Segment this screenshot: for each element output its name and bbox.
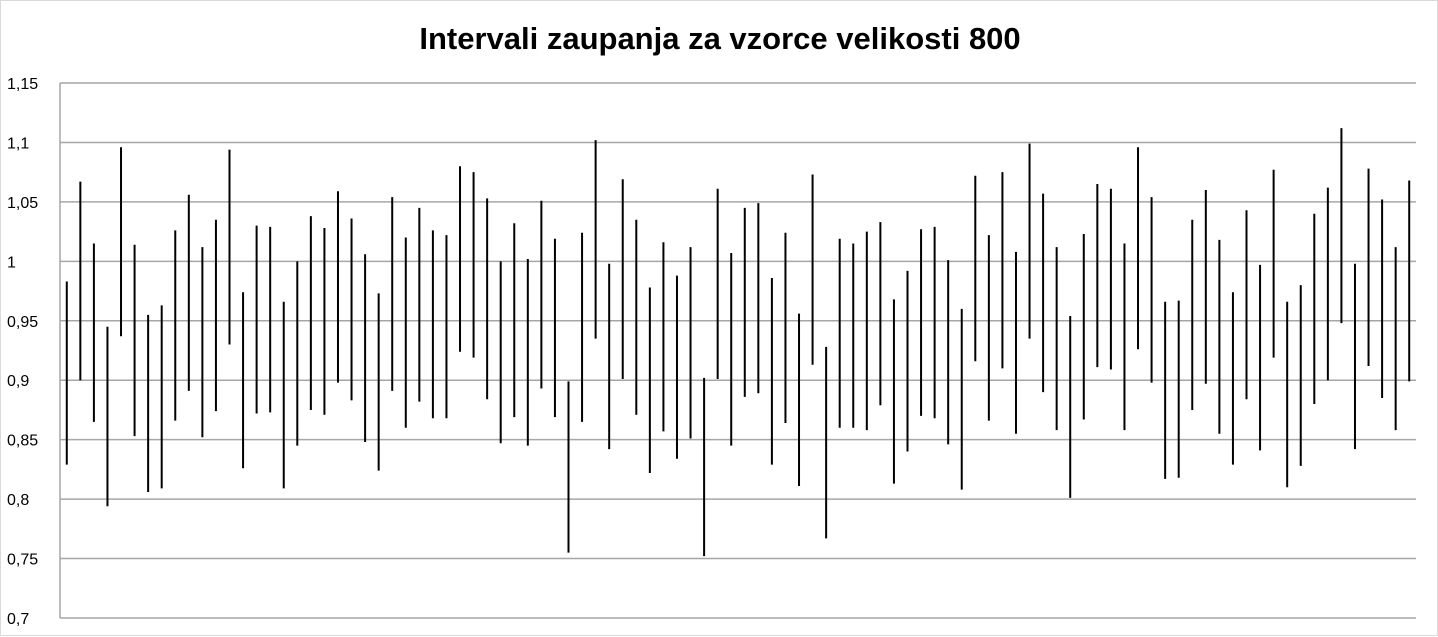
y-tick-label: 1,05 <box>7 195 38 212</box>
y-tick-label: 0,7 <box>7 611 29 628</box>
y-tick-label: 0,9 <box>7 373 29 390</box>
y-tick-label: 0,75 <box>7 552 38 569</box>
y-tick-label: 1,15 <box>7 76 38 93</box>
chart-title: Intervali zaupanja za vzorce velikosti 8… <box>419 21 1021 56</box>
gridlines <box>59 82 1416 619</box>
y-tick-label: 0,95 <box>7 314 38 331</box>
y-tick-label: 1,1 <box>7 135 29 152</box>
interval-series <box>65 128 1411 557</box>
y-tick-label: 1 <box>7 254 16 271</box>
y-tick-label: 0,8 <box>7 492 29 509</box>
y-tick-label: 0,85 <box>7 433 38 450</box>
y-axis-tick-labels: 0,7 0,75 0,8 0,85 0,9 0,95 1 1,05 1,1 1,15 <box>7 76 38 628</box>
